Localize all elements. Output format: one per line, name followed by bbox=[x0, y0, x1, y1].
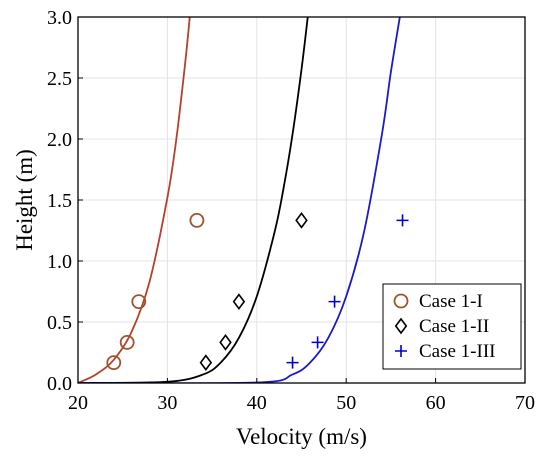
x-tick-label: 30 bbox=[157, 392, 177, 414]
data-point-diamond bbox=[199, 354, 213, 371]
legend-marker-diamond bbox=[394, 317, 408, 335]
y-tick-label: 0.5 bbox=[47, 312, 72, 334]
legend-marker-plus bbox=[395, 345, 407, 357]
data-point-circle bbox=[119, 334, 135, 350]
data-point-diamond bbox=[295, 212, 308, 229]
fit-curve-1 bbox=[78, 17, 191, 383]
data-point-circle bbox=[189, 212, 205, 228]
x-tick-label: 20 bbox=[68, 392, 88, 414]
legend-label: Case 1-III bbox=[419, 341, 496, 362]
legend-marker-circle bbox=[393, 293, 409, 309]
legend-label: Case 1-I bbox=[419, 291, 483, 312]
data-point-plus bbox=[328, 295, 341, 308]
y-tick-label: 3.0 bbox=[47, 7, 72, 29]
x-tick-label: 60 bbox=[426, 392, 446, 414]
x-tick-label: 40 bbox=[247, 392, 267, 414]
fit-curve-2 bbox=[78, 17, 309, 383]
legend-label: Case 1-II bbox=[419, 316, 489, 337]
y-axis-label: Height (m) bbox=[12, 149, 37, 251]
axis-ticks: 20 30 40 50 60 70 0.0 0.5 1.0 1.5 2.0 2.5 3.0 bbox=[47, 7, 535, 414]
data-point-plus bbox=[396, 214, 409, 227]
y-tick-label: 1.0 bbox=[47, 251, 72, 273]
data-point-circle bbox=[106, 355, 122, 371]
x-axis-label: Velocity (m/s) bbox=[236, 424, 367, 449]
y-tick-label: 1.5 bbox=[47, 190, 72, 212]
data-point-circle bbox=[131, 294, 147, 310]
y-tick-label: 2.0 bbox=[47, 129, 72, 151]
x-tick-label: 70 bbox=[515, 392, 535, 414]
data-point-plus bbox=[286, 356, 299, 369]
data-point-diamond bbox=[232, 293, 246, 310]
legend: Case 1-I Case 1-II Case 1-III bbox=[382, 283, 522, 370]
data-markers bbox=[106, 212, 409, 371]
x-tick-label: 50 bbox=[336, 392, 356, 414]
data-point-diamond bbox=[219, 334, 232, 351]
data-point-plus bbox=[311, 336, 324, 349]
y-tick-label: 0.0 bbox=[47, 373, 72, 395]
y-tick-label: 2.5 bbox=[47, 68, 72, 90]
